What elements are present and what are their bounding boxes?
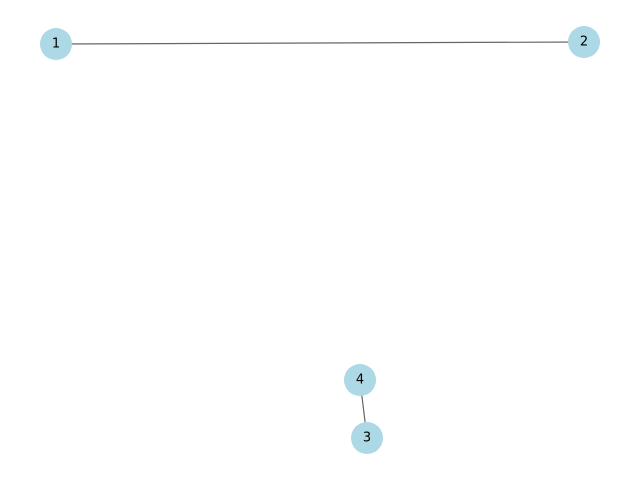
node-circle	[568, 26, 600, 58]
node-circle	[40, 28, 72, 60]
edge-1-2	[55, 41, 585, 45]
node-label: 1	[52, 37, 60, 52]
node-2: 2	[568, 26, 600, 58]
node-label: 2	[580, 35, 588, 50]
node-label: 3	[363, 431, 371, 446]
node-1: 1	[40, 28, 72, 60]
node-4: 4	[344, 364, 376, 396]
edges-layer	[55, 41, 585, 439]
node-circle	[351, 422, 383, 454]
nodes-layer: 1 2 3 4	[40, 26, 600, 454]
node-circle	[344, 364, 376, 396]
node-label: 4	[356, 373, 364, 388]
node-3: 3	[351, 422, 383, 454]
